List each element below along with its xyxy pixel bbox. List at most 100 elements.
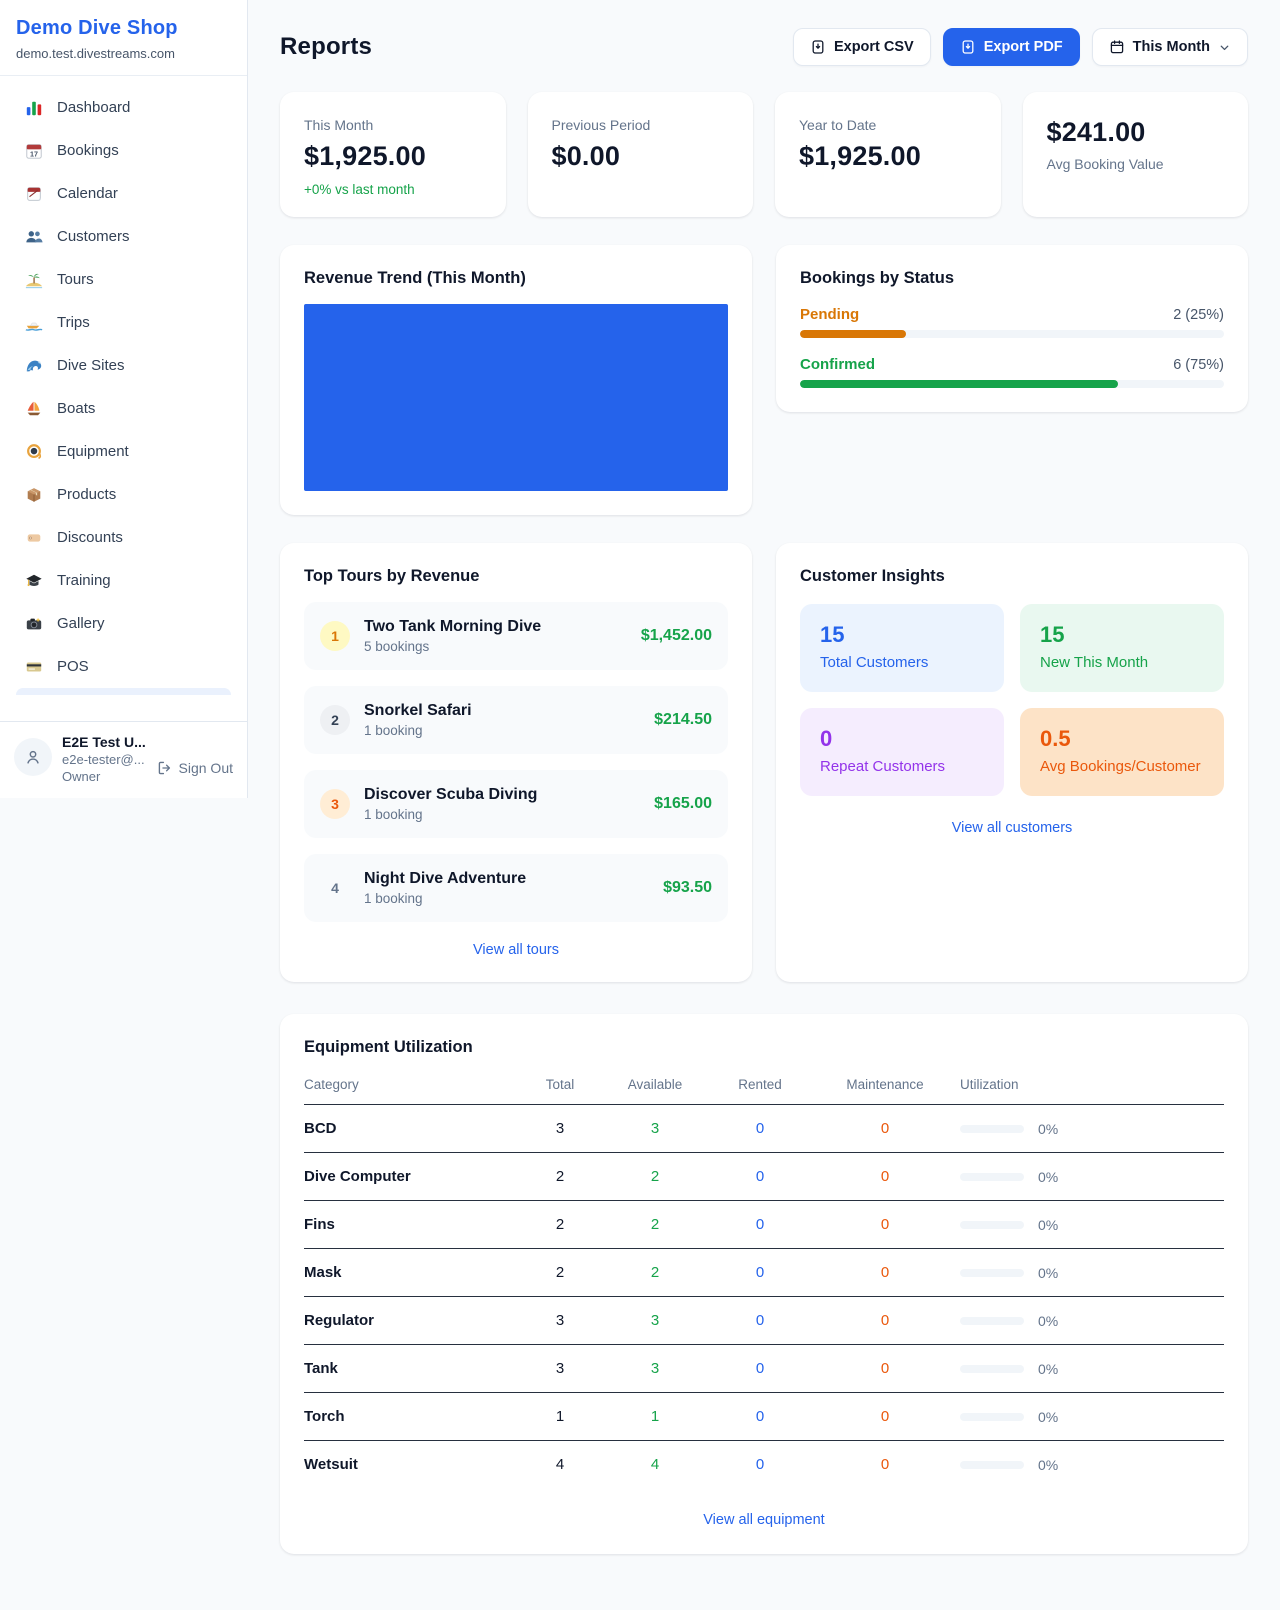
column-header: Utilization: [960, 1077, 1019, 1092]
available-value: 1: [650, 1408, 660, 1425]
status-label: Confirmed: [800, 356, 875, 373]
camera-icon: [24, 614, 44, 634]
utilization-cell: 0%: [960, 1217, 1224, 1233]
package-icon: [24, 485, 44, 505]
stat-cards: This Month $1,925.00 +0% vs last month P…: [280, 92, 1248, 217]
revenue-trend-chart: [304, 304, 728, 491]
table-row: Tank 3 3 0 0 0%: [304, 1345, 1224, 1393]
chevron-down-icon: [1220, 45, 1229, 50]
maintenance-value: 0: [880, 1168, 890, 1185]
wave-icon: [24, 356, 44, 376]
progress-track: [800, 380, 1224, 388]
rented-value: 0: [755, 1456, 765, 1473]
utilization-track: [960, 1364, 1024, 1373]
view-all-equipment-link[interactable]: View all equipment: [703, 1512, 825, 1528]
graduation-cap-icon: [24, 571, 44, 591]
sidebar-item-calendar[interactable]: Calendar: [8, 172, 239, 215]
stat-label: Year to Date: [799, 117, 877, 133]
sidebar-item-dashboard[interactable]: Dashboard: [8, 86, 239, 129]
export-csv-button[interactable]: Export CSV: [792, 28, 931, 66]
status-label: Pending: [800, 306, 860, 323]
sidebar-item-equipment[interactable]: Equipment: [8, 430, 239, 473]
maintenance-value: 0: [880, 1264, 890, 1281]
utilization-track: [960, 1316, 1024, 1325]
utilization-track: [960, 1172, 1024, 1181]
sidebar-item-customers[interactable]: Customers: [8, 215, 239, 258]
insight-label: Total Customers: [820, 654, 929, 671]
column-header: Category: [304, 1077, 359, 1092]
sign-out-label: Sign Out: [178, 760, 233, 776]
page-header: Reports Export CSV Export PDF This Month: [280, 28, 1248, 66]
equipment-category: Torch: [304, 1408, 345, 1425]
sidebar-item-pos[interactable]: POS: [8, 645, 239, 688]
sidebar-item-label: Dive Sites: [57, 357, 125, 374]
progress-track: [800, 330, 1224, 338]
sidebar-item-label: Customers: [57, 228, 130, 245]
view-all-tours-link[interactable]: View all tours: [473, 942, 559, 958]
equipment-category: Mask: [304, 1264, 342, 1281]
status-row-confirmed: Confirmed 6 (75%): [800, 356, 1224, 388]
column-header: Rented: [738, 1077, 782, 1092]
sidebar-item-dive-sites[interactable]: Dive Sites: [8, 344, 239, 387]
sidebar-item-tours[interactable]: Tours: [8, 258, 239, 301]
total-value: 1: [555, 1408, 565, 1425]
tour-revenue: $93.50: [663, 879, 712, 896]
tear-calendar-icon: [24, 184, 44, 204]
customer-insights-panel: Customer Insights 15 Total Customers 15 …: [776, 543, 1248, 982]
available-value: 3: [650, 1120, 660, 1137]
maintenance-value: 0: [880, 1408, 890, 1425]
insight-tile-repeat-customers: 0 Repeat Customers: [800, 708, 1004, 796]
avatar: [14, 738, 52, 776]
brand: Demo Dive Shop demo.test.divestreams.com: [0, 0, 247, 76]
available-value: 2: [650, 1264, 660, 1281]
export-pdf-button[interactable]: Export PDF: [942, 28, 1080, 66]
sign-out-button[interactable]: Sign Out: [157, 752, 233, 784]
rented-value: 0: [755, 1312, 765, 1329]
sidebar-item-reports-partial[interactable]: [16, 688, 231, 695]
sidebar-item-gallery[interactable]: Gallery: [8, 602, 239, 645]
tour-name: Discover Scuba Diving: [364, 786, 538, 803]
export-pdf-label: Export PDF: [983, 39, 1063, 55]
utilization-percent: 0%: [1038, 1264, 1059, 1281]
available-value: 3: [650, 1360, 660, 1377]
tour-name: Night Dive Adventure: [364, 870, 527, 887]
insight-value: 0: [820, 726, 833, 751]
column-header: Total: [545, 1077, 575, 1092]
table-row: Fins 2 2 0 0 0%: [304, 1201, 1224, 1249]
panel-title: Equipment Utilization: [304, 1038, 473, 1056]
sidebar-item-boats[interactable]: Boats: [8, 387, 239, 430]
utilization-cell: 0%: [960, 1409, 1224, 1425]
sidebar-item-discounts[interactable]: Discounts: [8, 516, 239, 559]
utilization-cell: 0%: [960, 1169, 1224, 1185]
equipment-category: Fins: [304, 1216, 335, 1233]
total-value: 3: [555, 1360, 565, 1377]
dive-mask-icon: [24, 442, 44, 462]
credit-card-icon: [24, 657, 44, 677]
panel-title: Bookings by Status: [800, 269, 955, 287]
utilization-track: [960, 1124, 1024, 1133]
total-value: 2: [555, 1264, 565, 1281]
utilization-cell: 0%: [960, 1121, 1224, 1137]
table-header-row: Category Total Available Rented Maintena…: [304, 1077, 1224, 1105]
stat-card-previous-period: Previous Period $0.00: [527, 92, 753, 217]
sidebar-item-trips[interactable]: Trips: [8, 301, 239, 344]
equipment-category: Tank: [304, 1360, 338, 1377]
sidebar-item-label: Equipment: [57, 443, 129, 460]
brand-name: Demo Dive Shop: [16, 17, 178, 39]
utilization-percent: 0%: [1038, 1216, 1059, 1233]
brand-domain: demo.test.divestreams.com: [16, 46, 175, 61]
sidebar-item-products[interactable]: Products: [8, 473, 239, 516]
view-all-customers-link[interactable]: View all customers: [951, 820, 1073, 836]
tag-icon: [24, 528, 44, 548]
period-dropdown[interactable]: This Month: [1091, 28, 1248, 66]
utilization-percent: 0%: [1038, 1360, 1059, 1377]
panel-title: Customer Insights: [800, 567, 945, 585]
sidebar-item-bookings[interactable]: 17 Bookings: [8, 129, 239, 172]
insight-label: New This Month: [1040, 654, 1149, 671]
person-icon: [27, 750, 39, 764]
rented-value: 0: [755, 1216, 765, 1233]
sidebar-item-training[interactable]: Training: [8, 559, 239, 602]
maintenance-value: 0: [880, 1456, 890, 1473]
utilization-track: [960, 1268, 1024, 1277]
rank-badge: 3: [320, 789, 350, 819]
